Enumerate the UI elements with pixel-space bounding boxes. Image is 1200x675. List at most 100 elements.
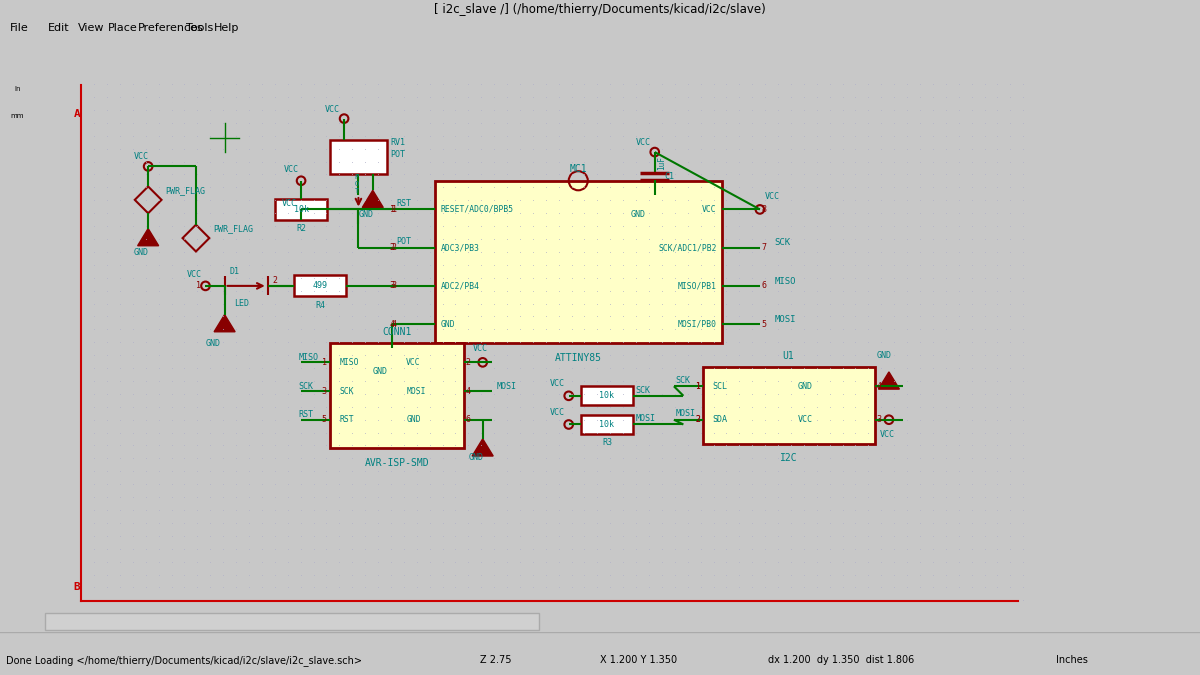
Text: 499: 499 — [313, 281, 328, 290]
Polygon shape — [382, 348, 402, 365]
Text: 4: 4 — [391, 320, 397, 329]
Text: 1: 1 — [391, 205, 397, 214]
Text: 4: 4 — [876, 382, 882, 391]
Text: Z 2.75: Z 2.75 — [480, 655, 511, 665]
Text: POT: POT — [397, 238, 412, 246]
Text: 2: 2 — [466, 358, 470, 367]
Text: GND: GND — [440, 320, 455, 329]
Text: 1: 1 — [390, 205, 395, 214]
Text: R3: R3 — [602, 438, 612, 447]
Text: 1uF: 1uF — [658, 157, 667, 171]
Text: Done Loading </home/thierry/Documents/kicad/i2c/slave/i2c_slave.sch>: Done Loading </home/thierry/Documents/ki… — [6, 655, 362, 666]
Text: 6: 6 — [762, 281, 767, 290]
Text: SCK: SCK — [774, 238, 791, 247]
Text: VCC: VCC — [636, 138, 650, 147]
Text: Tools: Tools — [186, 24, 214, 33]
Text: POT: POT — [390, 151, 404, 159]
Text: 5: 5 — [322, 415, 326, 424]
Text: GND: GND — [205, 339, 221, 348]
Text: MOSI: MOSI — [676, 410, 696, 418]
Text: [ i2c_slave /] (/home/thierry/Documents/kicad/i2c/slave): [ i2c_slave /] (/home/thierry/Documents/… — [434, 3, 766, 16]
Polygon shape — [138, 229, 158, 246]
Text: 1: 1 — [695, 382, 700, 391]
Text: View: View — [78, 24, 104, 33]
Text: D1: D1 — [229, 267, 239, 276]
Text: VCC: VCC — [284, 165, 299, 173]
Text: C1: C1 — [665, 172, 674, 182]
Text: MISO/PB1: MISO/PB1 — [678, 281, 716, 290]
FancyBboxPatch shape — [275, 199, 328, 220]
Text: AVR-ISP-SMD: AVR-ISP-SMD — [365, 458, 428, 468]
FancyBboxPatch shape — [581, 386, 634, 406]
Text: Inches: Inches — [1056, 655, 1088, 665]
Text: SCK/ADC1/PB2: SCK/ADC1/PB2 — [659, 243, 716, 252]
Text: X 1.200 Y 1.350: X 1.200 Y 1.350 — [600, 655, 677, 665]
Text: 3: 3 — [322, 387, 326, 396]
Text: GND: GND — [876, 351, 892, 360]
Text: MOSI/PB0: MOSI/PB0 — [678, 320, 716, 329]
Text: VCC: VCC — [550, 379, 564, 388]
Text: 3: 3 — [876, 415, 882, 424]
Polygon shape — [878, 372, 900, 389]
Polygon shape — [362, 190, 383, 207]
Text: GND: GND — [468, 454, 484, 462]
Text: ADC3/PB3: ADC3/PB3 — [440, 243, 480, 252]
Text: VCC: VCC — [407, 358, 421, 367]
Text: RST: RST — [397, 199, 412, 208]
FancyBboxPatch shape — [434, 181, 721, 344]
Text: ATTINY85: ATTINY85 — [554, 352, 601, 362]
Text: 3: 3 — [391, 281, 397, 290]
Text: 5: 5 — [762, 320, 767, 329]
Text: VCC: VCC — [880, 429, 894, 439]
Text: B: B — [73, 582, 80, 592]
Text: GND: GND — [359, 210, 373, 219]
Text: I2C: I2C — [780, 453, 797, 463]
Text: RST: RST — [340, 415, 354, 424]
Text: Preferences: Preferences — [138, 24, 204, 33]
Text: GND: GND — [798, 382, 814, 391]
Text: 2: 2 — [695, 415, 700, 424]
Text: RST: RST — [299, 410, 313, 419]
Text: VCC: VCC — [134, 153, 149, 161]
Text: VCC: VCC — [325, 105, 340, 113]
Text: MISO: MISO — [774, 277, 796, 286]
Text: GND: GND — [407, 415, 421, 424]
FancyBboxPatch shape — [46, 613, 539, 630]
Text: MOSI: MOSI — [636, 414, 655, 423]
Text: PWR_FLAG: PWR_FLAG — [214, 224, 253, 233]
Text: 2: 2 — [272, 275, 277, 285]
Text: SCK: SCK — [676, 376, 691, 385]
Text: VCC: VCC — [798, 415, 814, 424]
Text: 4: 4 — [466, 387, 470, 396]
Text: VCC: VCC — [282, 199, 296, 208]
Text: 2: 2 — [696, 415, 701, 424]
Text: MOSI: MOSI — [407, 387, 426, 396]
Text: dx 1.200  dy 1.350  dist 1.806: dx 1.200 dy 1.350 dist 1.806 — [768, 655, 914, 665]
Text: 8: 8 — [762, 205, 767, 214]
Text: In: In — [14, 86, 20, 92]
Text: SCL: SCL — [712, 382, 727, 391]
FancyBboxPatch shape — [330, 140, 388, 174]
Text: MOSI: MOSI — [497, 382, 517, 391]
Text: SDA: SDA — [712, 415, 727, 424]
Text: U1: U1 — [782, 351, 794, 360]
Text: ADC2/PB4: ADC2/PB4 — [440, 281, 480, 290]
FancyBboxPatch shape — [702, 367, 875, 443]
Text: 10k: 10k — [600, 392, 614, 400]
Text: SCK: SCK — [636, 385, 650, 395]
Text: 3: 3 — [390, 281, 395, 290]
Text: Edit: Edit — [48, 24, 70, 33]
Text: 1: 1 — [196, 281, 200, 290]
Text: 10k: 10k — [294, 205, 308, 214]
Text: MISO: MISO — [340, 358, 359, 367]
Text: SCK: SCK — [340, 387, 354, 396]
Text: SCK: SCK — [299, 382, 313, 391]
Text: Place: Place — [108, 24, 138, 33]
Text: 7: 7 — [762, 243, 767, 252]
Text: 6: 6 — [466, 415, 470, 424]
Text: 2: 2 — [391, 243, 397, 252]
Text: 1: 1 — [696, 382, 701, 391]
Text: MOSI: MOSI — [774, 315, 796, 324]
FancyBboxPatch shape — [330, 344, 463, 448]
Text: GND: GND — [373, 367, 388, 377]
